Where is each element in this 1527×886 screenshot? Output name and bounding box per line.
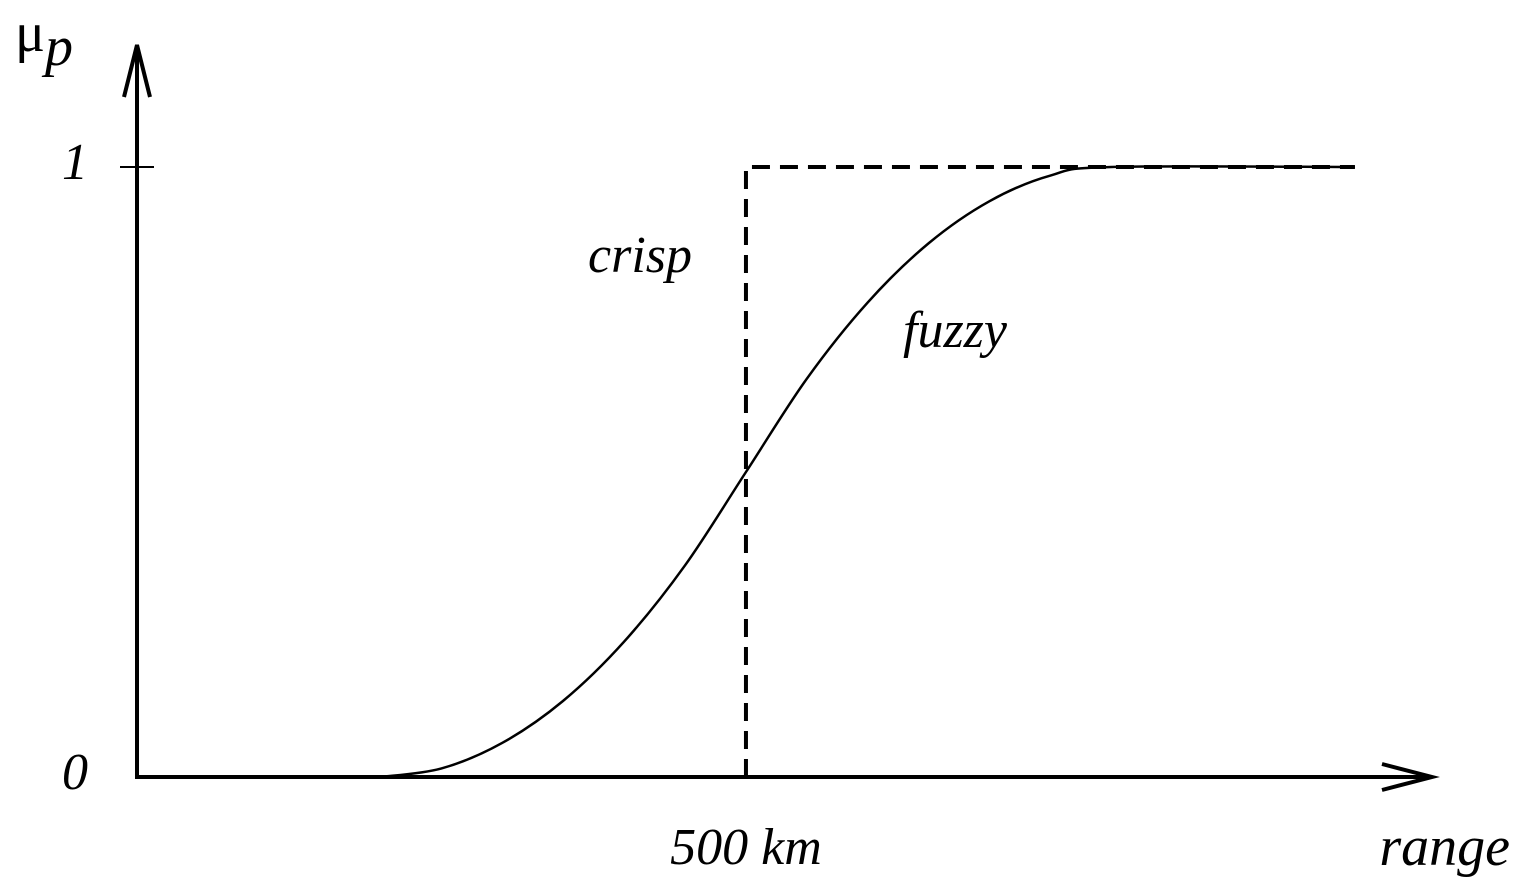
x-axis-label: range <box>1379 816 1510 878</box>
axes <box>122 44 1440 792</box>
x-arrow <box>1381 762 1440 792</box>
y-subscript: p <box>41 16 73 78</box>
y-arrow <box>122 44 152 98</box>
series-line <box>743 165 1355 777</box>
x-tick-label: 500 km <box>670 819 822 876</box>
series-label: crisp <box>588 227 692 284</box>
y-symbol: μ <box>15 2 45 64</box>
series-line <box>380 165 1355 779</box>
y-tick-label: 0 <box>62 744 88 801</box>
y-axis-label: μp <box>15 2 73 78</box>
series-label: fuzzy <box>903 302 1008 359</box>
y-tick-label: 1 <box>62 134 88 191</box>
